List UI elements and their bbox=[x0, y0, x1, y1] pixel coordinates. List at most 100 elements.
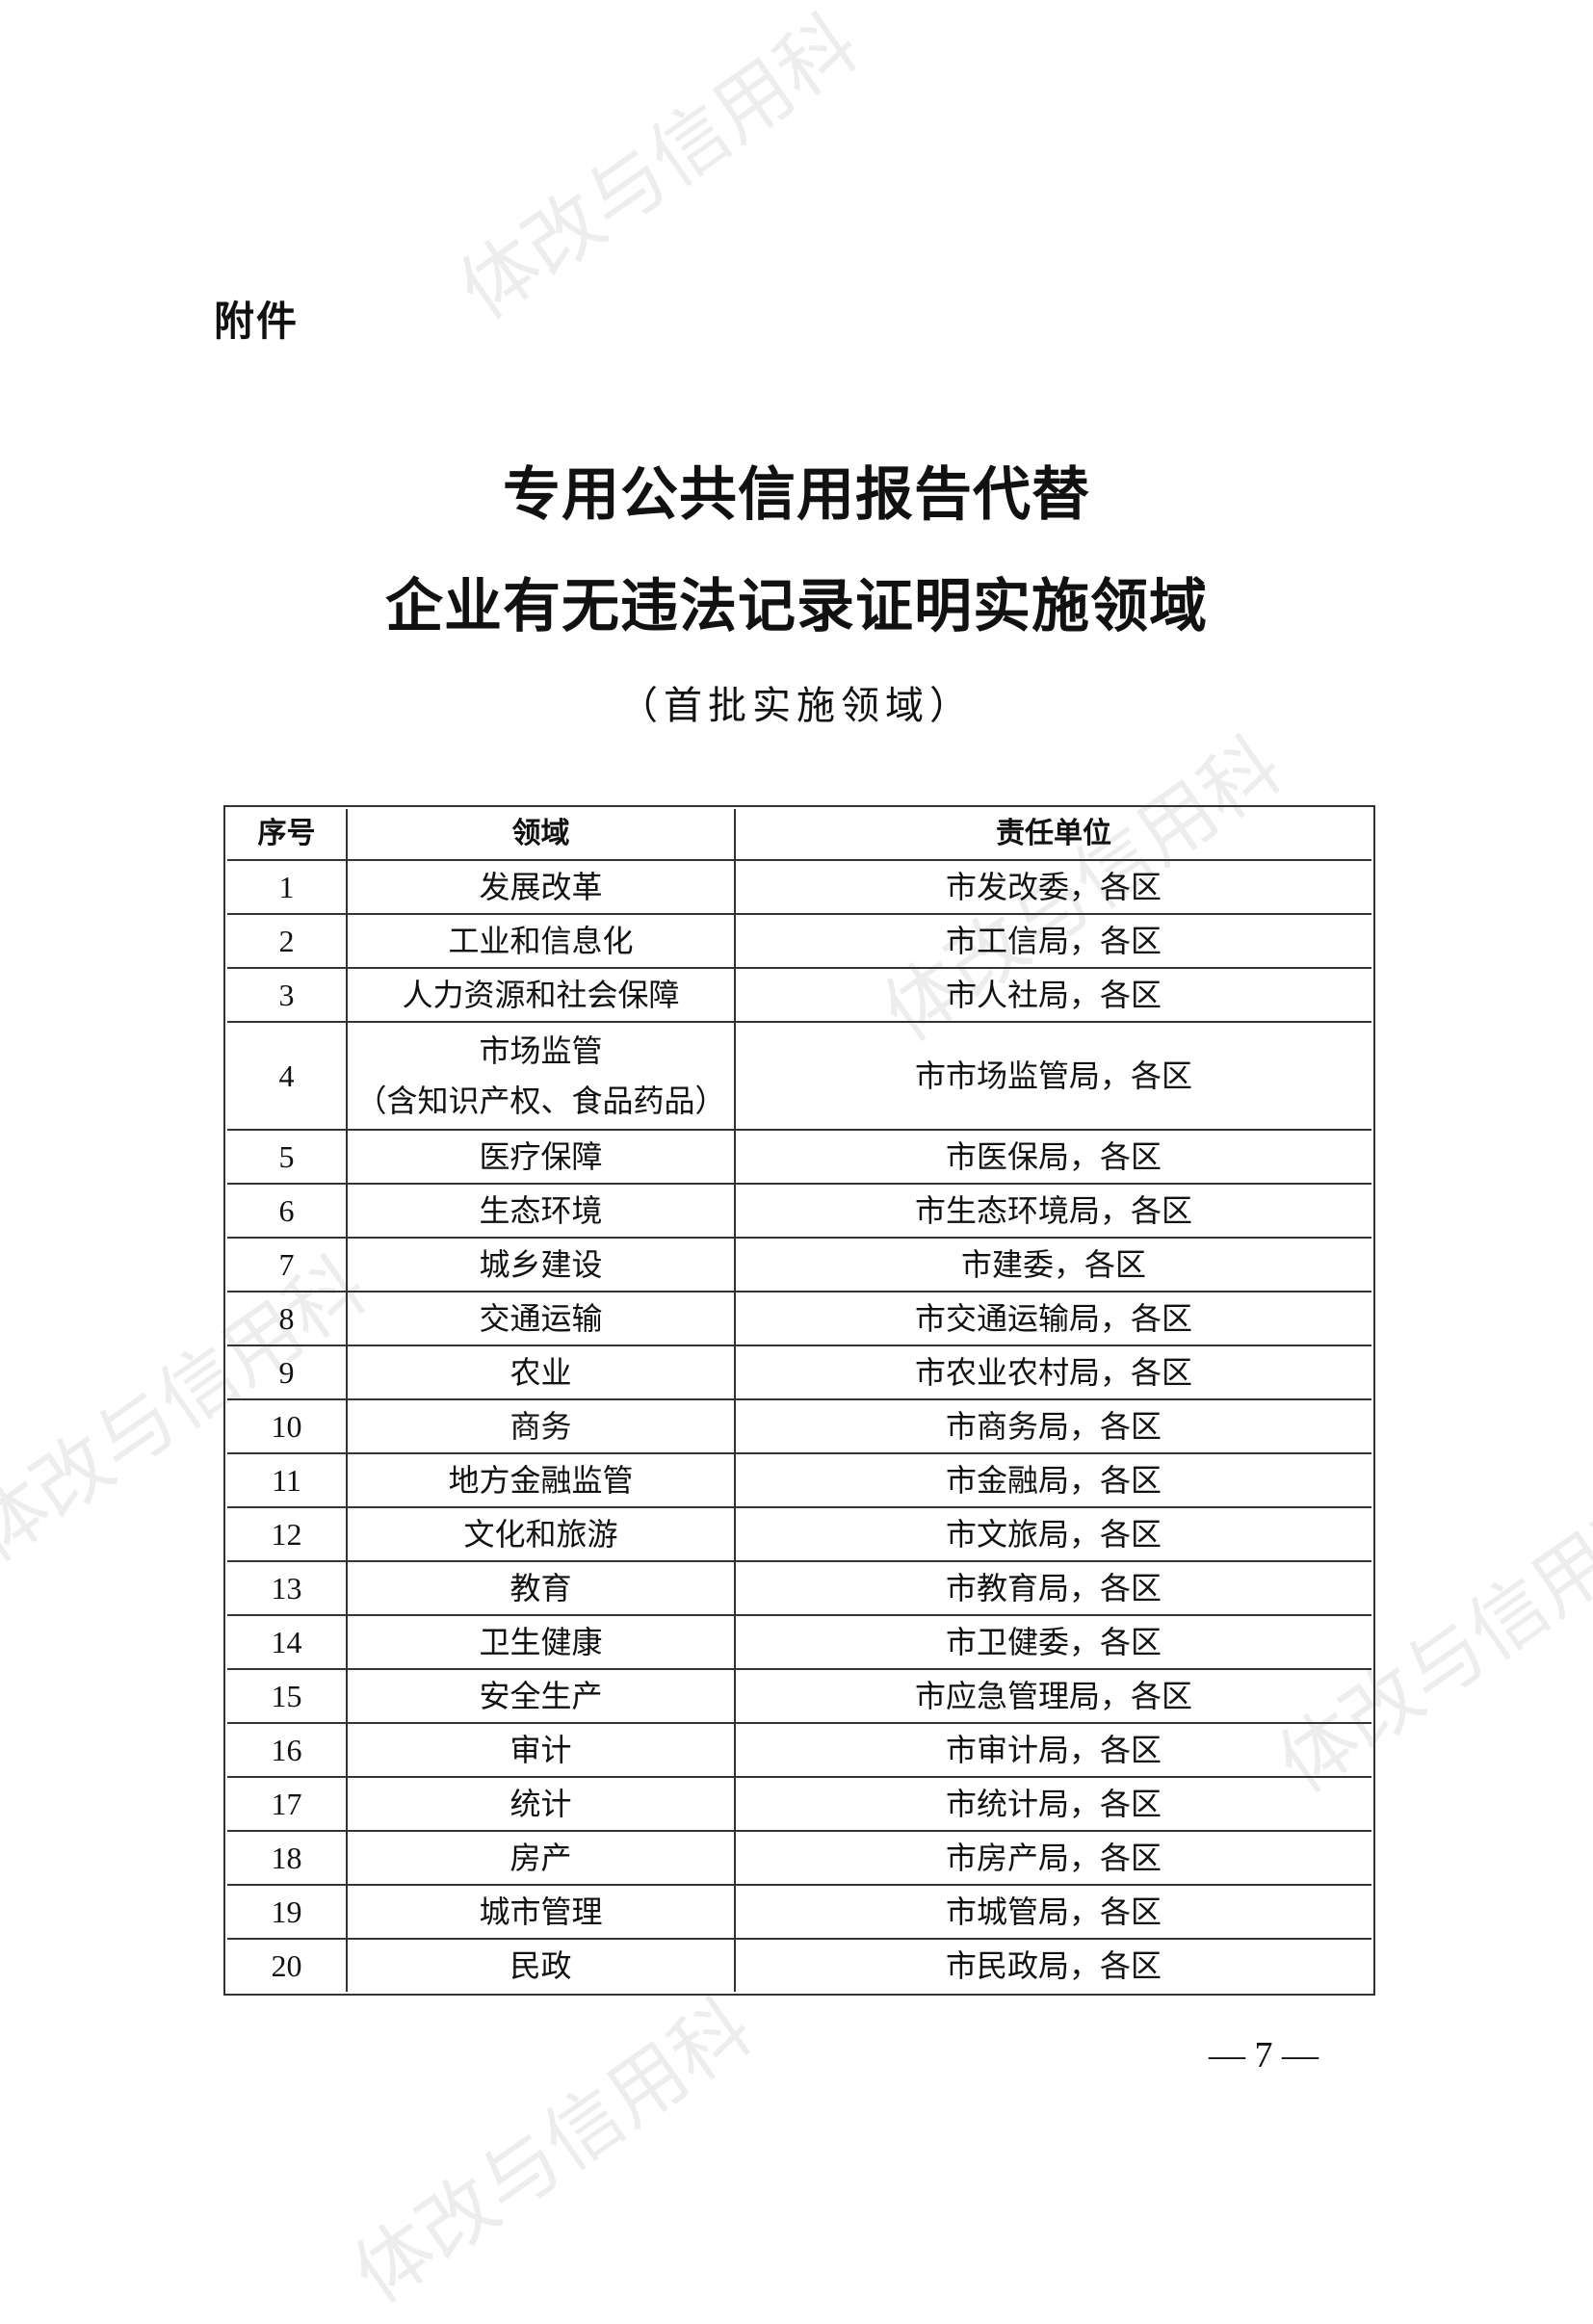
fields-table: 序号 领域 责任单位 1 发展改革 市发改委，各区 2 工业和信息化 市工信局，各区 3 人力… bbox=[223, 805, 1375, 1996]
row-field: 发展改革 bbox=[346, 859, 736, 915]
row-responsible-unit: 市金融局，各区 bbox=[734, 1452, 1371, 1508]
field-name: 民政 bbox=[509, 1948, 572, 1983]
table-row: 14 卫生健康 市卫健委，各区 bbox=[227, 1614, 1371, 1670]
row-responsible-unit: 市城管局，各区 bbox=[734, 1884, 1371, 1940]
row-responsible-unit: 市建委，各区 bbox=[734, 1237, 1371, 1293]
row-responsible-unit: 市农业农村局，各区 bbox=[734, 1345, 1371, 1400]
watermark: 体改与信用科 bbox=[443, 0, 874, 337]
table-row: 16 审计 市审计局，各区 bbox=[227, 1722, 1371, 1778]
table-row: 20 民政 市民政局，各区 bbox=[227, 1938, 1371, 1992]
table-row: 19 城市管理 市城管局，各区 bbox=[227, 1884, 1371, 1940]
row-field: 市场监管 （含知识产权、食品药品） bbox=[346, 1021, 736, 1131]
page-number: — 7 — bbox=[1209, 2035, 1319, 2076]
field-name: 统计 bbox=[509, 1787, 572, 1821]
field-name: 市场监管 bbox=[479, 1033, 603, 1068]
row-responsible-unit: 市生态环境局，各区 bbox=[734, 1183, 1371, 1239]
row-field: 文化和旅游 bbox=[346, 1506, 736, 1562]
header-unit: 责任单位 bbox=[734, 809, 1371, 861]
row-field: 人力资源和社会保障 bbox=[346, 967, 736, 1023]
row-number: 7 bbox=[227, 1237, 348, 1293]
table-row: 4 市场监管 （含知识产权、食品药品） 市市场监管局，各区 bbox=[227, 1021, 1371, 1131]
row-responsible-unit: 市市场监管局，各区 bbox=[734, 1021, 1371, 1131]
row-responsible-unit: 市医保局，各区 bbox=[734, 1129, 1371, 1185]
row-field: 交通运输 bbox=[346, 1291, 736, 1346]
field-name: 人力资源和社会保障 bbox=[402, 978, 680, 1012]
row-field: 安全生产 bbox=[346, 1668, 736, 1724]
table-row: 17 统计 市统计局，各区 bbox=[227, 1776, 1371, 1832]
row-number: 14 bbox=[227, 1614, 348, 1670]
row-responsible-unit: 市审计局，各区 bbox=[734, 1722, 1371, 1778]
row-number: 1 bbox=[227, 859, 348, 915]
table-row: 6 生态环境 市生态环境局，各区 bbox=[227, 1183, 1371, 1239]
table-row: 5 医疗保障 市医保局，各区 bbox=[227, 1129, 1371, 1185]
row-responsible-unit: 市房产局，各区 bbox=[734, 1830, 1371, 1886]
field-name: 地方金融监管 bbox=[448, 1463, 634, 1498]
row-responsible-unit: 市人社局，各区 bbox=[734, 967, 1371, 1023]
field-name: 房产 bbox=[509, 1841, 572, 1875]
field-name: 商务 bbox=[509, 1409, 572, 1444]
row-number: 11 bbox=[227, 1452, 348, 1508]
watermark: 体改与信用科 bbox=[337, 1981, 768, 2321]
attachment-label: 附件 bbox=[214, 298, 300, 345]
row-number: 6 bbox=[227, 1183, 348, 1239]
row-field: 地方金融监管 bbox=[346, 1452, 736, 1508]
table-row: 9 农业 市农业农村局，各区 bbox=[227, 1345, 1371, 1400]
field-name: 城乡建设 bbox=[479, 1247, 603, 1282]
row-number: 16 bbox=[227, 1722, 348, 1778]
row-field: 农业 bbox=[346, 1345, 736, 1400]
table-row: 18 房产 市房产局，各区 bbox=[227, 1830, 1371, 1886]
row-responsible-unit: 市应急管理局，各区 bbox=[734, 1668, 1371, 1724]
field-name: 生态环境 bbox=[479, 1193, 603, 1228]
field-name: 审计 bbox=[509, 1733, 572, 1767]
header-no: 序号 bbox=[227, 809, 348, 861]
field-name: 农业 bbox=[509, 1355, 572, 1390]
row-number: 9 bbox=[227, 1345, 348, 1400]
row-number: 18 bbox=[227, 1830, 348, 1886]
table-row: 2 工业和信息化 市工信局，各区 bbox=[227, 913, 1371, 969]
document-title-line-1: 专用公共信用报告代替 bbox=[503, 463, 1090, 527]
row-field: 统计 bbox=[346, 1776, 736, 1832]
field-name: 工业和信息化 bbox=[448, 924, 634, 958]
row-number: 19 bbox=[227, 1884, 348, 1940]
table-row: 15 安全生产 市应急管理局，各区 bbox=[227, 1668, 1371, 1724]
row-responsible-unit: 市民政局，各区 bbox=[734, 1938, 1371, 1992]
row-number: 8 bbox=[227, 1291, 348, 1346]
row-number: 5 bbox=[227, 1129, 348, 1185]
row-responsible-unit: 市教育局，各区 bbox=[734, 1560, 1371, 1616]
row-field: 审计 bbox=[346, 1722, 736, 1778]
row-responsible-unit: 市统计局，各区 bbox=[734, 1776, 1371, 1832]
row-number: 3 bbox=[227, 967, 348, 1023]
row-field: 房产 bbox=[346, 1830, 736, 1886]
field-name: 发展改革 bbox=[479, 870, 603, 904]
row-responsible-unit: 市卫健委，各区 bbox=[734, 1614, 1371, 1670]
row-field: 城市管理 bbox=[346, 1884, 736, 1940]
row-field: 卫生健康 bbox=[346, 1614, 736, 1670]
field-name: 医疗保障 bbox=[479, 1139, 603, 1174]
row-responsible-unit: 市发改委，各区 bbox=[734, 859, 1371, 915]
header-field: 领域 bbox=[346, 809, 736, 861]
document-title-line-2: 企业有无违法记录证明实施领域 bbox=[385, 575, 1208, 639]
row-field: 民政 bbox=[346, 1938, 736, 1992]
table-row: 3 人力资源和社会保障 市人社局，各区 bbox=[227, 967, 1371, 1023]
field-name: 安全生产 bbox=[479, 1679, 603, 1713]
field-name: 交通运输 bbox=[479, 1301, 603, 1336]
table-row: 8 交通运输 市交通运输局，各区 bbox=[227, 1291, 1371, 1346]
field-name: 文化和旅游 bbox=[463, 1517, 618, 1552]
table-row: 1 发展改革 市发改委，各区 bbox=[227, 859, 1371, 915]
row-field: 医疗保障 bbox=[346, 1129, 736, 1185]
row-number: 20 bbox=[227, 1938, 348, 1992]
row-field: 商务 bbox=[346, 1398, 736, 1454]
row-field: 工业和信息化 bbox=[346, 913, 736, 969]
table-row: 13 教育 市教育局，各区 bbox=[227, 1560, 1371, 1616]
row-responsible-unit: 市交通运输局，各区 bbox=[734, 1291, 1371, 1346]
row-number: 12 bbox=[227, 1506, 348, 1562]
row-responsible-unit: 市文旅局，各区 bbox=[734, 1506, 1371, 1562]
row-number: 13 bbox=[227, 1560, 348, 1616]
row-responsible-unit: 市商务局，各区 bbox=[734, 1398, 1371, 1454]
row-field: 教育 bbox=[346, 1560, 736, 1616]
row-number: 10 bbox=[227, 1398, 348, 1454]
row-number: 2 bbox=[227, 913, 348, 969]
field-name: 城市管理 bbox=[479, 1894, 603, 1929]
table-row: 11 地方金融监管 市金融局，各区 bbox=[227, 1452, 1371, 1508]
row-responsible-unit: 市工信局，各区 bbox=[734, 913, 1371, 969]
